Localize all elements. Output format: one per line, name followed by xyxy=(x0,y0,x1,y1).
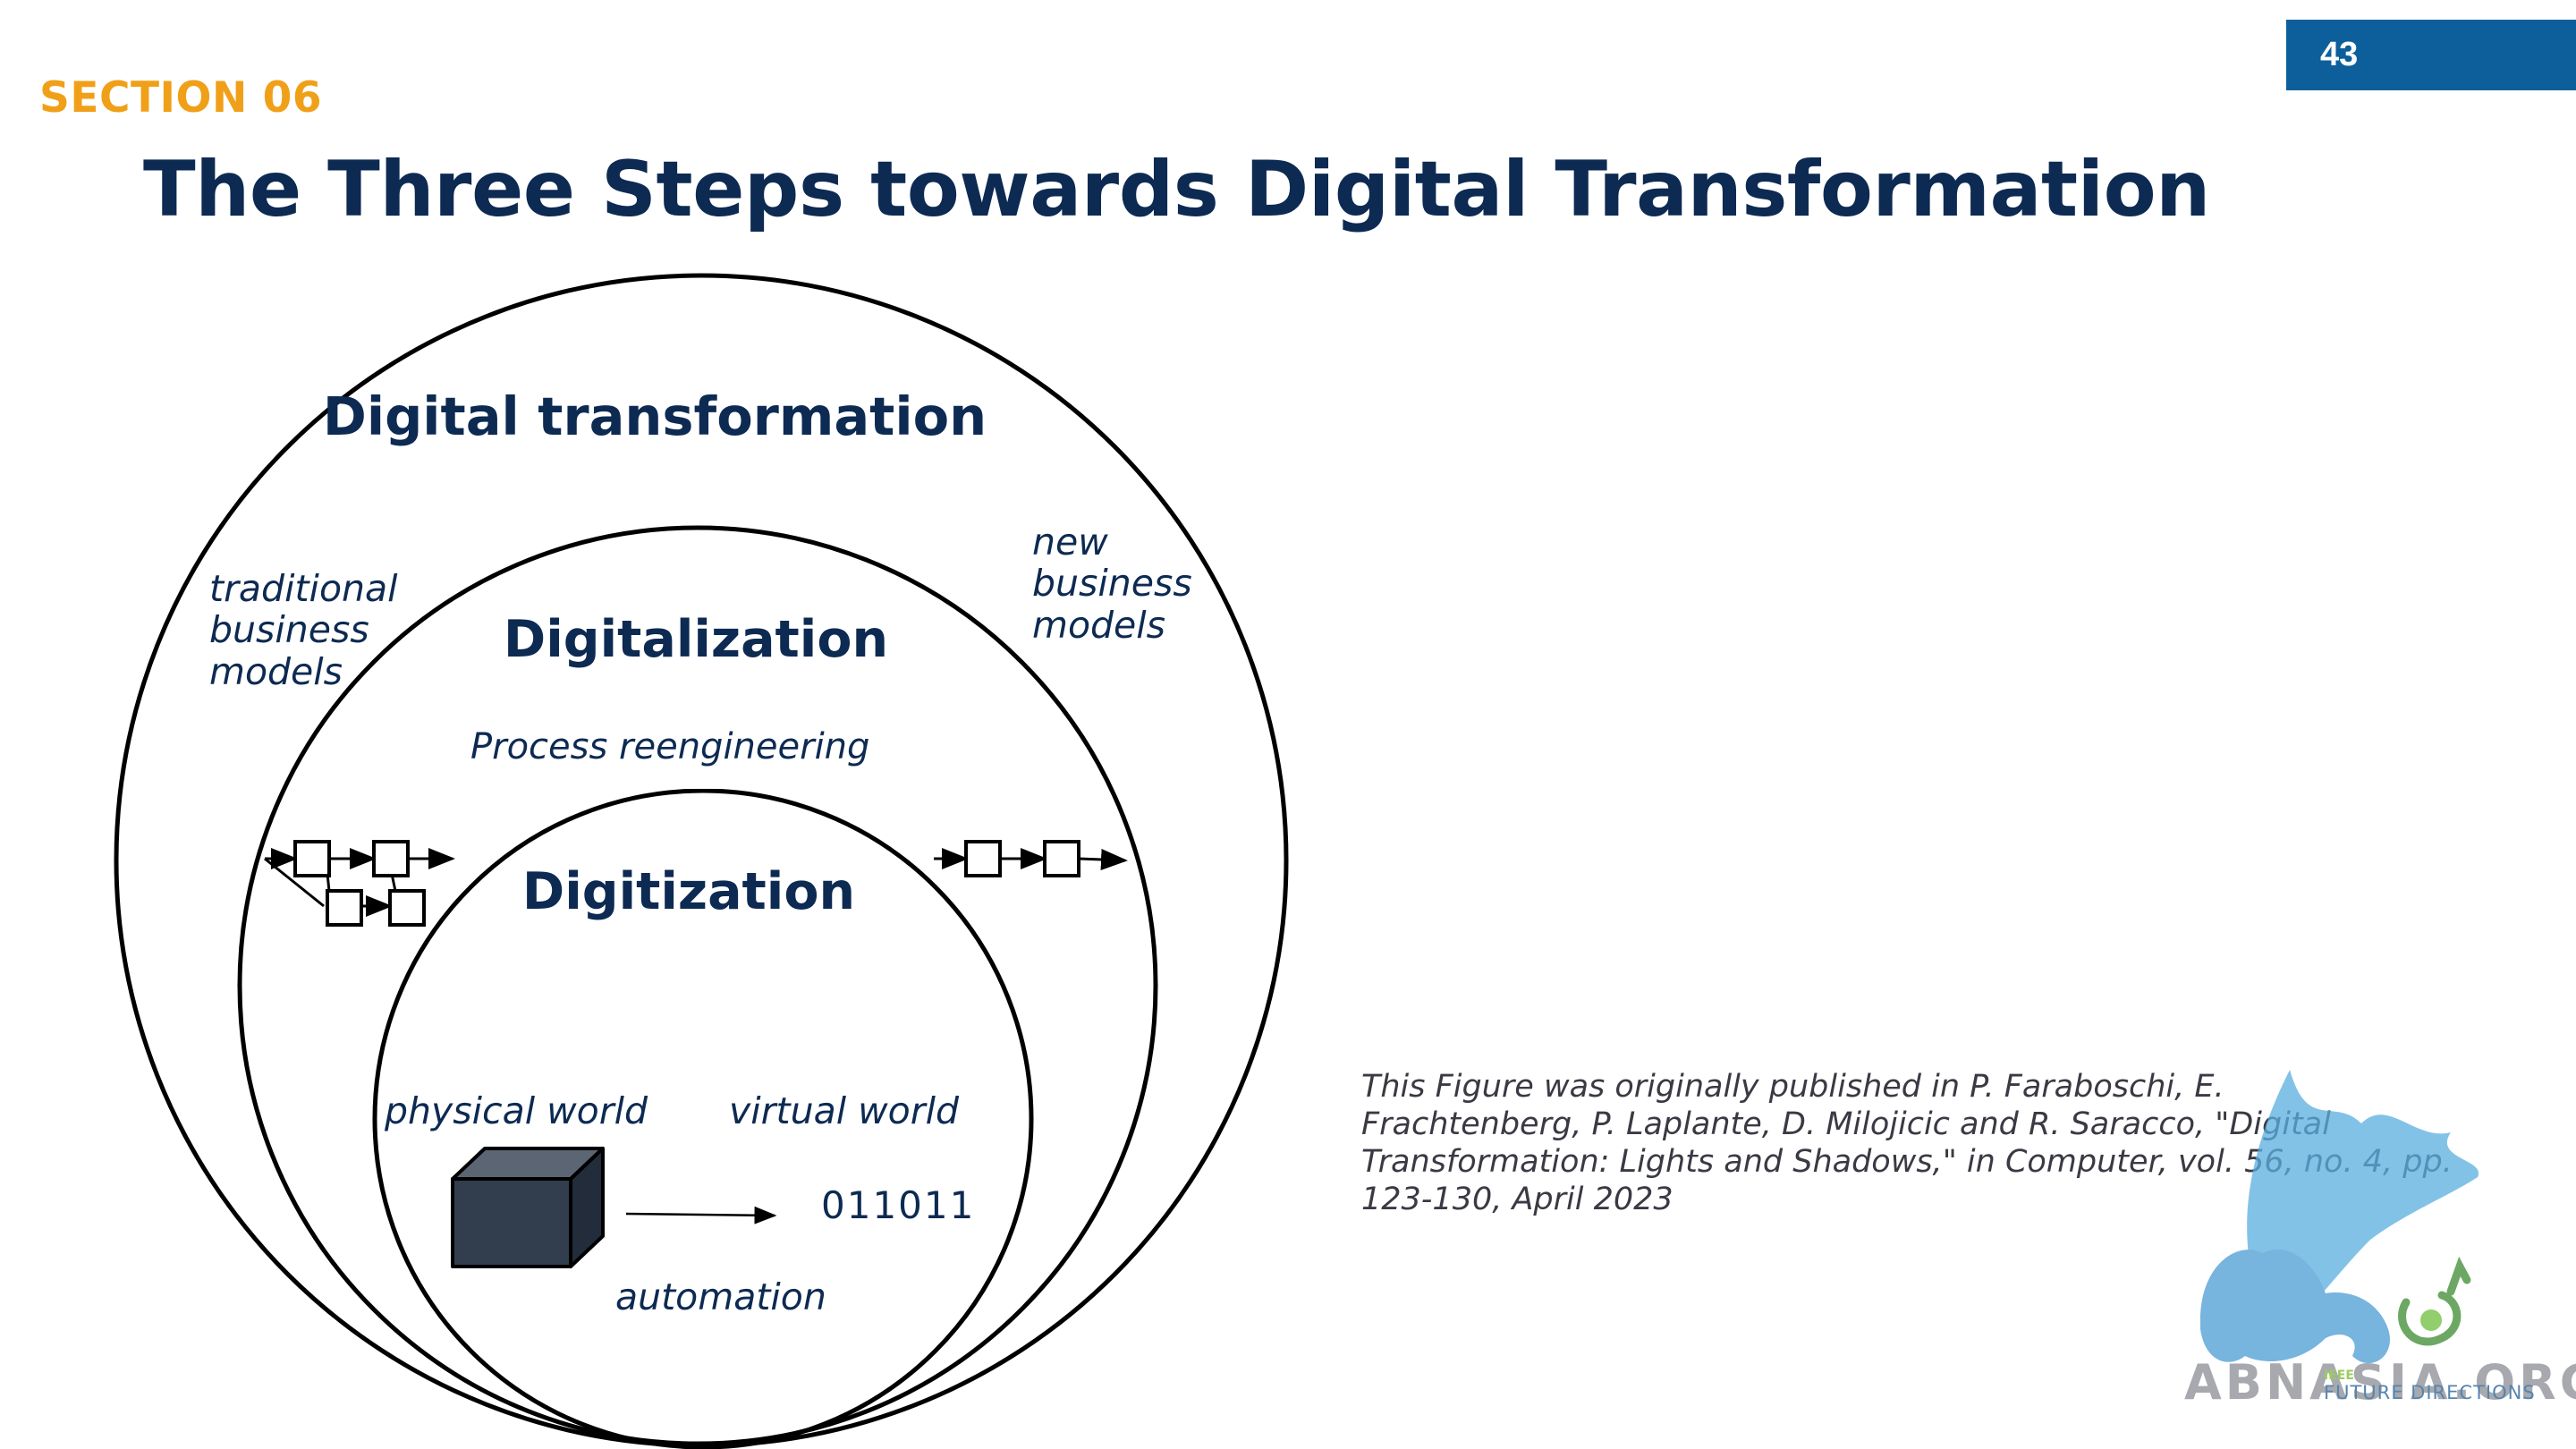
watermark-badge-top: IEEE xyxy=(2324,1368,2354,1383)
automation-arrow xyxy=(625,1206,777,1224)
outer-label: Digital transformation xyxy=(323,386,987,447)
automation-label: automation xyxy=(615,1275,826,1318)
middle-circle xyxy=(237,525,1158,1446)
traditional-models-line-3: models xyxy=(209,650,343,693)
traditional-models-line-2: business xyxy=(209,608,369,651)
new-models-line-3: models xyxy=(1032,604,1165,647)
page-number-tab: 43 xyxy=(2286,20,2576,90)
page-number: 43 xyxy=(2320,36,2359,73)
watermark-badge-bottom: FUTURE DIRECTIONS xyxy=(2324,1382,2536,1403)
griffin-body-icon xyxy=(2200,1250,2390,1364)
traditional-models-line-1: traditional xyxy=(209,567,398,610)
new-models-line-2: business xyxy=(1032,562,1192,605)
process-label: Process reengineering xyxy=(470,726,869,767)
physical-world-label: physical world xyxy=(384,1089,648,1132)
inner-circle xyxy=(372,788,1034,1449)
slide-title: The Three Steps towards Digital Transfor… xyxy=(143,145,2210,234)
middle-label: Digitalization xyxy=(504,610,888,669)
section-label: SECTION 06 xyxy=(39,73,323,123)
watermark-text: ABNASIA.ORG xyxy=(2184,1354,2576,1411)
virtual-world-label: virtual world xyxy=(729,1089,960,1132)
swirl-icon xyxy=(2398,1256,2471,1346)
new-models-line-1: new xyxy=(1032,521,1108,564)
traditional-process-flow-icon xyxy=(264,840,455,927)
watermark-logo: ABNASIA.ORG IEEE FUTURE DIRECTIONS xyxy=(2184,1070,2576,1411)
binary-value: 011011 xyxy=(821,1183,975,1227)
physical-cube-icon xyxy=(451,1147,605,1268)
new-process-flow-icon xyxy=(934,840,1128,877)
process-label-backdrop xyxy=(453,716,936,789)
inner-label: Digitization xyxy=(522,862,855,921)
